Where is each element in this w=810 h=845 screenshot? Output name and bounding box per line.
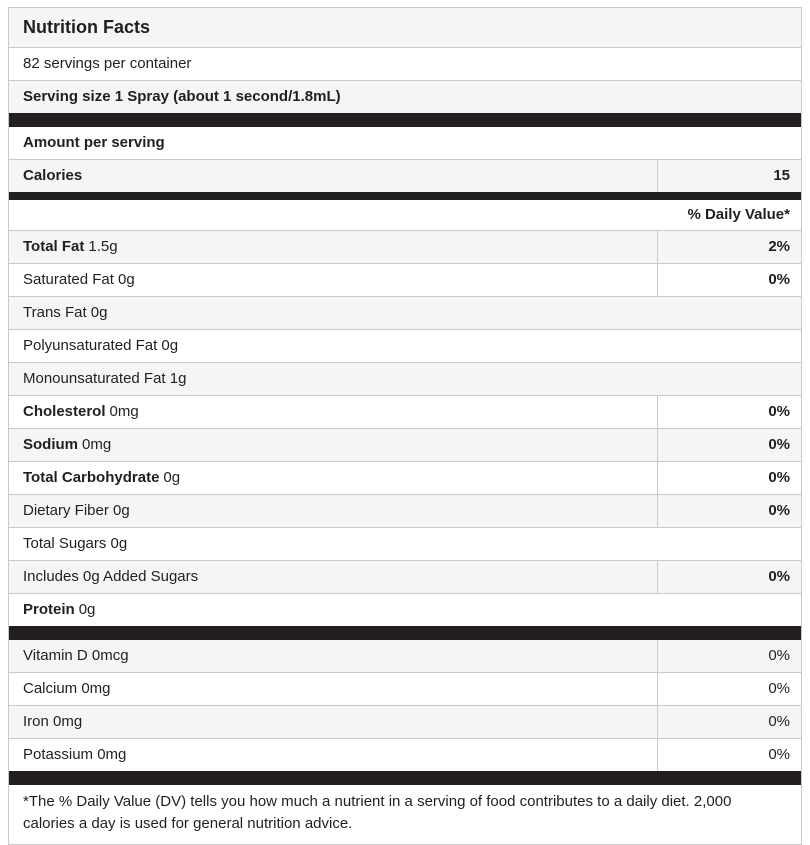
amount-per-serving-text: Amount per serving xyxy=(23,134,165,151)
nutrient-name: Calcium 0mg xyxy=(23,680,111,697)
nutrient-name: Polyunsaturated Fat 0g xyxy=(9,330,801,362)
nutrients-section: % Daily Value* Total Fat 1.5g 2% Saturate… xyxy=(9,200,801,626)
row-sodium: Sodium 0mg 0% xyxy=(9,428,801,461)
nutrient-name: Protein 0g xyxy=(9,594,801,626)
nutrient-name: Potassium 0mg xyxy=(23,746,127,763)
row-potassium: Potassium 0mg 0% xyxy=(9,738,801,771)
daily-value: 0% xyxy=(657,739,801,771)
daily-value: 0% xyxy=(657,495,801,527)
row-saturated-fat: Saturated Fat 0g 0% xyxy=(9,263,801,296)
serving-size-text: Serving size 1 Spray (about 1 second/1.8… xyxy=(23,88,341,105)
nutrient-amount: Polyunsaturated Fat 0g xyxy=(23,337,179,354)
nutrient-amount: 0g xyxy=(163,469,181,486)
nutrient-name: Total Carbohydrate 0g xyxy=(9,462,657,494)
row-monounsaturated-fat: Monounsaturated Fat 1g xyxy=(9,362,801,395)
nutrient-amount: Dietary Fiber 0g xyxy=(23,502,130,519)
row-iron: Iron 0mg 0% xyxy=(9,705,801,738)
calories-value: 15 xyxy=(657,160,801,192)
nutrient-name: Vitamin D 0mcg xyxy=(23,647,129,664)
calories-row: Calories 15 xyxy=(9,159,801,192)
nutrient-amount: Includes 0g Added Sugars xyxy=(23,568,199,585)
row-total-carbohydrate: Total Carbohydrate 0g 0% xyxy=(9,461,801,494)
daily-value-header-row: % Daily Value* xyxy=(9,200,801,230)
micronutrients-section: Vitamin D 0mcg 0% Calcium 0mg 0% Iron 0m… xyxy=(9,640,801,771)
row-total-sugars: Total Sugars 0g xyxy=(9,527,801,560)
title-row: Nutrition Facts xyxy=(9,8,801,47)
row-vitamin-d: Vitamin D 0mcg 0% xyxy=(9,640,801,672)
daily-value: 2% xyxy=(657,231,801,263)
nutrition-facts-label: Nutrition Facts 82 servings per containe… xyxy=(8,7,802,845)
nutrient-name: Sodium 0mg xyxy=(9,429,657,461)
daily-value: 0% xyxy=(657,396,801,428)
calories-section: Amount per serving Calories 15 xyxy=(9,127,801,192)
nutrient-amount: 0mg xyxy=(109,403,139,420)
daily-value: 0% xyxy=(657,706,801,738)
nutrient-name-bold: Sodium xyxy=(23,436,78,453)
page-title: Nutrition Facts xyxy=(23,17,151,37)
nutrient-name: Includes 0g Added Sugars xyxy=(9,561,657,593)
daily-value: 0% xyxy=(657,561,801,593)
row-added-sugars: Includes 0g Added Sugars 0% xyxy=(9,560,801,593)
row-calcium: Calcium 0mg 0% xyxy=(9,672,801,705)
daily-value: 0% xyxy=(657,264,801,296)
nutrient-name-bold: Protein xyxy=(23,601,75,618)
nutrient-amount: 1.5g xyxy=(88,238,118,255)
nutrient-amount: Saturated Fat 0g xyxy=(23,271,135,288)
nutrient-name: Cholesterol 0mg xyxy=(9,396,657,428)
nutrient-amount: 0mg xyxy=(82,436,112,453)
servings-per-container-text: 82 servings per container xyxy=(23,55,192,72)
nutrient-name: Dietary Fiber 0g xyxy=(9,495,657,527)
row-polyunsaturated-fat: Polyunsaturated Fat 0g xyxy=(9,329,801,362)
nutrient-amount: Trans Fat 0g xyxy=(23,304,108,321)
serving-size-row: Serving size 1 Spray (about 1 second/1.8… xyxy=(9,80,801,113)
row-protein: Protein 0g xyxy=(9,593,801,626)
row-trans-fat: Trans Fat 0g xyxy=(9,296,801,329)
row-dietary-fiber: Dietary Fiber 0g 0% xyxy=(9,494,801,527)
nutrient-name: Saturated Fat 0g xyxy=(9,264,657,296)
nutrient-name-bold: Cholesterol xyxy=(23,403,106,420)
section-divider-bar xyxy=(9,626,801,640)
daily-value: 0% xyxy=(657,429,801,461)
daily-value: 0% xyxy=(657,640,801,672)
nutrient-amount: Monounsaturated Fat 1g xyxy=(23,370,187,387)
daily-value: 0% xyxy=(657,673,801,705)
section-divider-bar-thin xyxy=(9,192,801,200)
row-cholesterol: Cholesterol 0mg 0% xyxy=(9,395,801,428)
section-divider-bar xyxy=(9,771,801,785)
nutrient-name: Monounsaturated Fat 1g xyxy=(9,363,801,395)
servings-per-container-row: 82 servings per container xyxy=(9,47,801,80)
section-divider-bar xyxy=(9,113,801,127)
nutrient-name-bold: Total Fat xyxy=(23,238,85,255)
label-header-section: Nutrition Facts 82 servings per containe… xyxy=(9,8,801,113)
calories-label: Calories xyxy=(23,167,83,184)
row-total-fat: Total Fat 1.5g 2% xyxy=(9,230,801,263)
nutrient-name: Total Fat 1.5g xyxy=(9,231,657,263)
nutrient-name: Total Sugars 0g xyxy=(9,528,801,560)
nutrient-amount: Total Sugars 0g xyxy=(23,535,128,552)
nutrient-name: Trans Fat 0g xyxy=(9,297,801,329)
nutrient-amount: 0g xyxy=(78,601,96,618)
daily-value: 0% xyxy=(657,462,801,494)
nutrient-name: Iron 0mg xyxy=(23,713,83,730)
daily-value-footnote: *The % Daily Value (DV) tells you how mu… xyxy=(23,793,732,832)
amount-per-serving-row: Amount per serving xyxy=(9,127,801,159)
nutrient-name-bold: Total Carbohydrate xyxy=(23,469,160,486)
daily-value-header: % Daily Value* xyxy=(687,206,790,223)
